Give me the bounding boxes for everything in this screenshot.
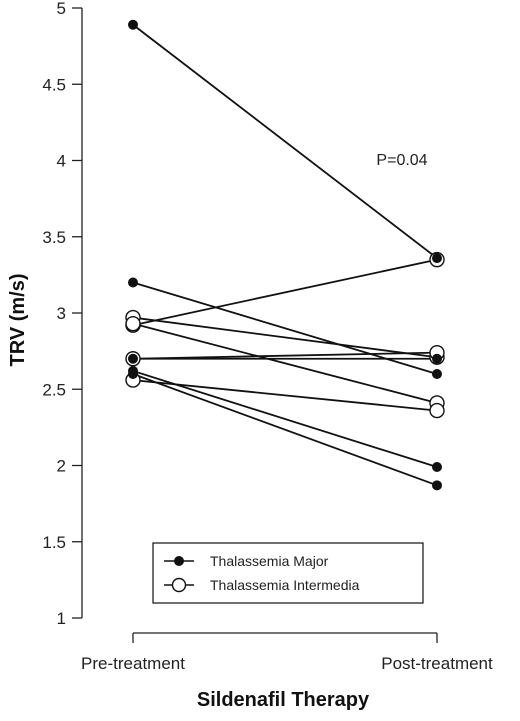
legend: Thalassemia Major Thalassemia Intermedia	[152, 542, 424, 604]
y-tick-label: 1.5	[42, 533, 66, 552]
paired-line	[132, 351, 438, 360]
paired-line	[132, 373, 438, 487]
y-tick-label: 2.5	[42, 380, 66, 399]
y-tick-label: 4	[57, 152, 66, 171]
data-point-major	[432, 480, 442, 491]
legend-box	[152, 542, 424, 604]
y-axis-title: TRV (m/s)	[7, 274, 29, 367]
paired-line	[132, 379, 438, 412]
data-point-intermedia	[125, 315, 141, 332]
data-point-major	[128, 19, 138, 30]
legend-marker-open-icon	[171, 577, 187, 593]
data-point-major	[432, 369, 442, 379]
y-tick-label: 2	[57, 457, 66, 476]
x-tick-label: Pre-treatment	[81, 654, 185, 673]
data-point-major	[432, 462, 442, 473]
paired-line	[132, 258, 438, 327]
paired-line	[132, 370, 438, 468]
x-ticks: Pre-treatment Post-treatment	[81, 633, 493, 673]
x-tick-label: Post-treatment	[381, 654, 493, 673]
y-ticks: 1 1.5 2 2.5 3 3.5 4 4.5 5	[42, 0, 82, 628]
data-point-major	[128, 353, 138, 364]
legend-marker-filled-icon	[174, 556, 184, 566]
data-point-major	[128, 277, 138, 288]
y-tick-label: 1	[57, 609, 66, 628]
y-tick-label: 3.5	[42, 228, 66, 247]
data-point-major	[128, 369, 138, 379]
y-tick-label: 4.5	[42, 75, 66, 94]
legend-label-major: Thalassemia Major	[210, 553, 329, 569]
x-axis-title: Sildenafil Therapy	[197, 689, 370, 711]
paired-line	[132, 322, 438, 404]
y-tick-label: 5	[57, 0, 66, 18]
paired-line	[132, 281, 438, 375]
p-value-annotation: P=0.04	[376, 152, 427, 169]
data-point-major	[432, 353, 442, 364]
y-tick-label: 3	[57, 304, 66, 323]
series-points	[125, 19, 445, 491]
data-point-intermedia	[429, 402, 445, 419]
series-lines	[132, 24, 438, 487]
paired-line	[132, 24, 438, 259]
data-point-major	[432, 253, 442, 264]
legend-label-intermedia: Thalassemia Intermedia	[210, 577, 360, 593]
paired-line	[132, 316, 438, 359]
